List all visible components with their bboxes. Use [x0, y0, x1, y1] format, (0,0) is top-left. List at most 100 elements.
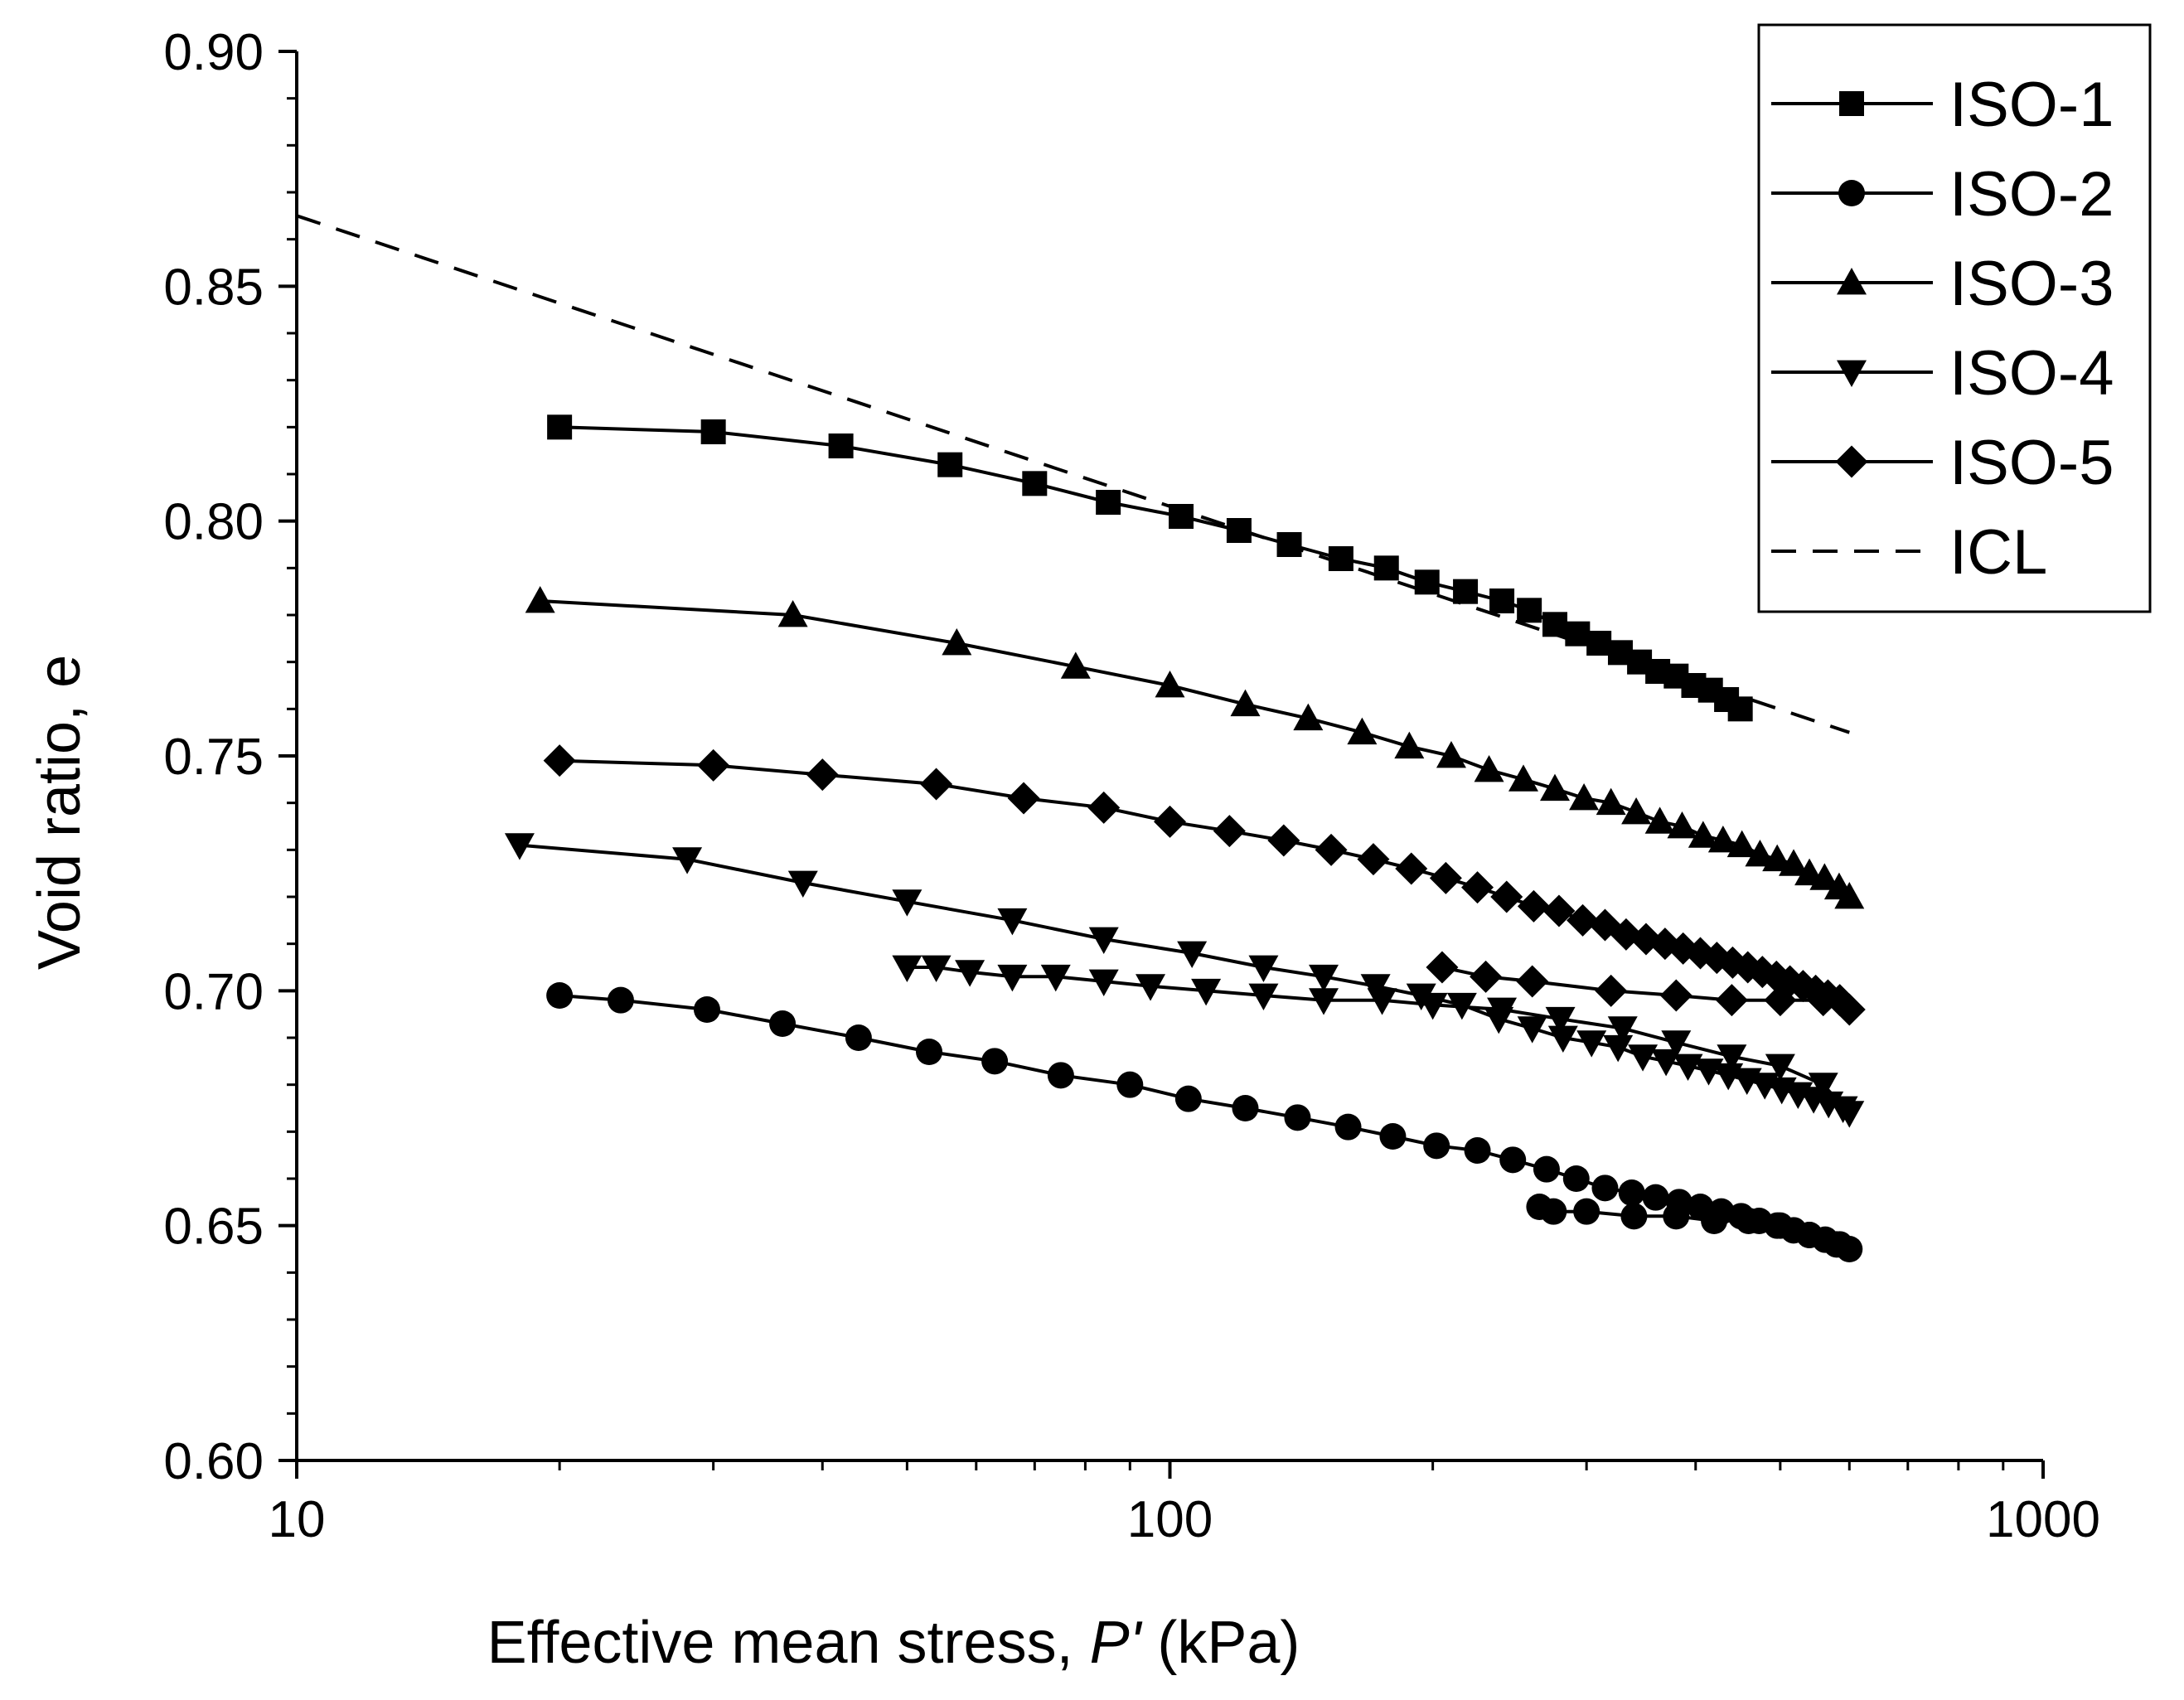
data-point-iso-1 — [1453, 579, 1479, 604]
data-point-iso-5 — [1764, 984, 1797, 1017]
data-point-iso-3 — [1745, 840, 1775, 867]
series-iso-2 — [546, 982, 1863, 1262]
data-point-iso-4 — [1309, 964, 1339, 992]
data-point-iso-5 — [1567, 903, 1600, 937]
data-point-iso-5 — [1516, 965, 1549, 998]
data-point-iso-3 — [1155, 671, 1185, 698]
data-point-iso-3 — [1539, 773, 1570, 802]
data-point-iso-3 — [1436, 741, 1466, 768]
data-point-iso-4 — [892, 955, 923, 982]
data-point-iso-4 — [1717, 1044, 1747, 1072]
data-point-iso-2 — [1663, 1203, 1690, 1230]
data-point-iso-1 — [1328, 546, 1353, 571]
data-point-iso-5 — [1357, 843, 1390, 876]
data-point-iso-5 — [1426, 951, 1459, 984]
y-tick-label: 0.90 — [163, 24, 264, 81]
x-tick-label: 100 — [1127, 1491, 1213, 1548]
data-point-iso-2 — [1620, 1203, 1648, 1230]
x-tick-label: 10 — [269, 1491, 326, 1548]
data-point-iso-4 — [1808, 1073, 1838, 1100]
data-point-iso-2 — [1232, 1095, 1259, 1121]
series-layer — [296, 214, 1866, 1262]
data-point-iso-3 — [1707, 826, 1738, 853]
data-point-iso-5 — [1715, 984, 1748, 1017]
data-point-iso-2 — [1533, 1155, 1560, 1183]
data-point-iso-5 — [1087, 791, 1121, 824]
data-point-iso-3 — [1809, 863, 1840, 890]
y-axis: 0.60 0.65 0.70 0.75 0.80 0.85 0.90 — [163, 24, 297, 1490]
legend-label: ISO-2 — [1949, 159, 2114, 230]
data-point-iso-4 — [1309, 988, 1339, 1015]
data-point-iso-5 — [697, 748, 730, 782]
legend-marker — [1838, 180, 1865, 206]
data-point-iso-4 — [1651, 1049, 1682, 1077]
legend-marker — [1839, 91, 1864, 116]
data-point-iso-2 — [1284, 1104, 1311, 1131]
series-line-iso-4 — [519, 843, 1852, 1115]
legend-item-icl: ICL — [1771, 517, 2047, 588]
data-point-iso-4 — [504, 833, 535, 860]
data-point-iso-2 — [1423, 1132, 1450, 1160]
legend-item-iso-5: ISO-5 — [1771, 428, 2114, 498]
data-point-iso-4 — [892, 889, 923, 917]
data-point-iso-5 — [806, 758, 839, 792]
legend-label: ISO-3 — [1949, 249, 2114, 319]
legend-label: ICL — [1949, 517, 2047, 588]
data-point-iso-3 — [525, 586, 555, 613]
data-point-iso-4 — [1628, 1044, 1659, 1072]
data-point-iso-5 — [1595, 974, 1628, 1007]
data-point-iso-4 — [1661, 1030, 1692, 1058]
data-point-iso-4 — [997, 908, 1028, 936]
data-point-iso-1 — [937, 452, 963, 477]
data-point-iso-5 — [1659, 979, 1692, 1012]
data-point-iso-5 — [1429, 861, 1462, 894]
data-point-iso-3 — [1834, 882, 1865, 909]
data-point-iso-3 — [1779, 849, 1809, 876]
data-point-iso-5 — [1542, 894, 1576, 927]
legend-marker — [1835, 445, 1868, 478]
data-point-iso-1 — [1022, 471, 1048, 496]
data-point-iso-5 — [1395, 852, 1428, 885]
data-point-iso-1 — [828, 433, 854, 458]
data-point-iso-1 — [1414, 569, 1440, 595]
data-point-iso-4 — [1446, 992, 1477, 1020]
data-point-iso-2 — [1591, 1175, 1619, 1202]
data-point-iso-4 — [1248, 955, 1279, 982]
data-point-iso-4 — [1088, 969, 1119, 996]
series-iso-3 — [525, 586, 1865, 909]
data-point-iso-2 — [1379, 1123, 1407, 1150]
y-tick-label: 0.65 — [163, 1199, 264, 1256]
data-point-iso-3 — [1667, 811, 1697, 839]
data-point-iso-2 — [1526, 1194, 1553, 1220]
data-point-iso-3 — [1621, 797, 1652, 825]
data-point-iso-1 — [1727, 696, 1753, 722]
data-point-iso-2 — [769, 1010, 797, 1037]
data-point-iso-4 — [1177, 941, 1208, 968]
data-point-iso-4 — [672, 847, 703, 874]
data-point-iso-4 — [921, 955, 952, 982]
x-axis: 10 100 1000 — [269, 1460, 2100, 1548]
data-point-iso-3 — [1508, 764, 1538, 792]
y-tick-label: 0.75 — [163, 729, 264, 786]
data-point-iso-5 — [1213, 815, 1246, 848]
series-iso-1 — [547, 414, 1753, 722]
legend-item-iso-4: ISO-4 — [1771, 338, 2114, 409]
data-point-iso-3 — [1569, 783, 1600, 811]
series-iso-5 — [543, 744, 1866, 1026]
data-point-iso-2 — [1116, 1071, 1144, 1098]
data-point-iso-3 — [1596, 787, 1626, 816]
data-point-iso-4 — [1191, 978, 1222, 1006]
legend-marker — [1837, 360, 1867, 387]
data-point-iso-5 — [1517, 889, 1550, 923]
series-icl — [296, 214, 1850, 734]
data-point-iso-1 — [1517, 598, 1542, 623]
data-point-iso-3 — [1230, 689, 1261, 717]
data-point-iso-3 — [1293, 703, 1324, 731]
legend-marker — [1837, 268, 1867, 295]
data-point-iso-5 — [1267, 824, 1300, 857]
series-line-iso-5 — [559, 758, 1852, 1011]
data-point-iso-2 — [1701, 1208, 1728, 1234]
data-point-iso-2 — [693, 996, 720, 1023]
data-point-iso-3 — [1347, 717, 1378, 745]
data-point-iso-3 — [1060, 651, 1091, 679]
